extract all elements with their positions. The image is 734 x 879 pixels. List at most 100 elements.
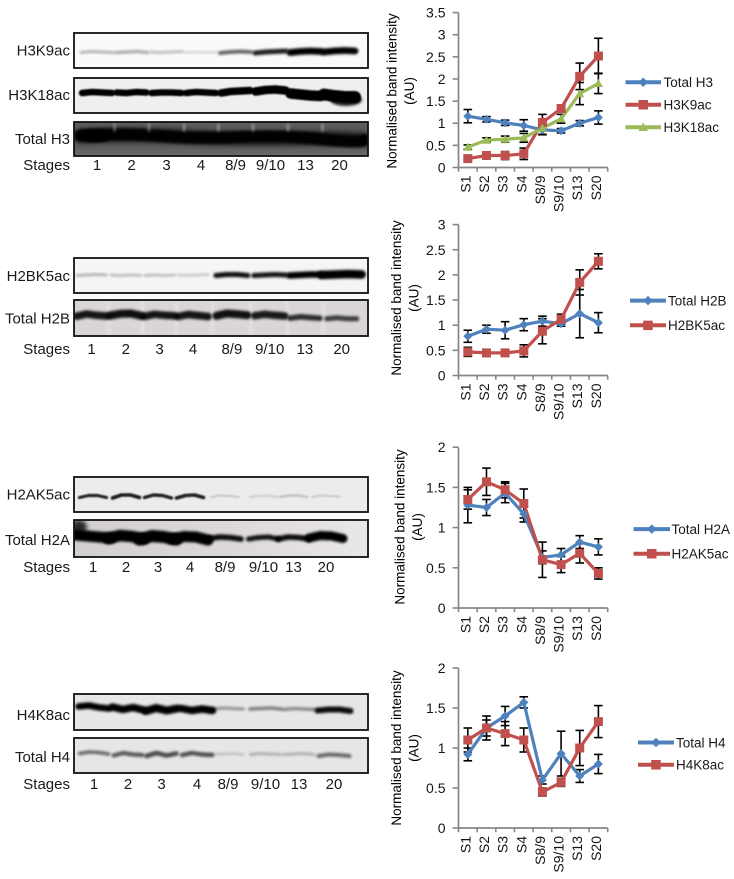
svg-text:Total H4: Total H4 [15, 749, 70, 766]
svg-text:H2AK5ac: H2AK5ac [7, 487, 71, 504]
svg-text:Stages: Stages [23, 559, 70, 576]
svg-text:S9/10: S9/10 [551, 616, 567, 653]
svg-text:0: 0 [438, 820, 446, 836]
svg-text:S4: S4 [513, 616, 529, 633]
svg-text:S13: S13 [569, 616, 585, 641]
svg-text:Total H2B: Total H2B [668, 293, 727, 308]
svg-text:Total H3: Total H3 [15, 131, 70, 148]
svg-text:S1: S1 [457, 175, 473, 192]
svg-text:1.5: 1.5 [426, 700, 446, 716]
svg-text:1: 1 [93, 157, 101, 174]
svg-text:2: 2 [438, 660, 446, 676]
svg-text:H3K9ac: H3K9ac [17, 43, 71, 60]
svg-text:S3: S3 [495, 383, 511, 400]
svg-text:S13: S13 [569, 383, 585, 408]
svg-text:S20: S20 [588, 836, 604, 861]
svg-text:H2BK5ac: H2BK5ac [7, 268, 71, 285]
svg-text:H3K9ac: H3K9ac [664, 98, 712, 113]
svg-text:Total H2A: Total H2A [672, 522, 731, 537]
svg-text:S4: S4 [513, 383, 529, 400]
svg-text:3: 3 [438, 27, 446, 43]
svg-text:0.5: 0.5 [426, 342, 446, 358]
svg-text:S2: S2 [476, 616, 492, 633]
svg-text:0.5: 0.5 [426, 560, 446, 576]
svg-text:8/9: 8/9 [221, 341, 242, 358]
svg-text:H2BK5ac: H2BK5ac [668, 318, 725, 333]
svg-text:0: 0 [438, 368, 446, 384]
svg-text:4: 4 [197, 157, 205, 174]
svg-text:0.5: 0.5 [426, 137, 446, 153]
svg-text:2: 2 [122, 341, 130, 358]
svg-text:0: 0 [438, 600, 446, 616]
svg-text:Stages: Stages [23, 157, 70, 174]
svg-text:S9/10: S9/10 [551, 175, 567, 212]
svg-text:13: 13 [297, 157, 314, 174]
svg-text:Normalised band intensity: Normalised band intensity [385, 13, 400, 169]
svg-text:H4K8ac: H4K8ac [17, 707, 71, 724]
svg-text:4: 4 [189, 341, 197, 358]
svg-text:9/10: 9/10 [251, 776, 280, 793]
svg-text:S9/10: S9/10 [551, 836, 567, 873]
svg-text:H3K18ac: H3K18ac [8, 87, 70, 104]
svg-text:4: 4 [193, 776, 201, 793]
svg-text:9/10: 9/10 [256, 157, 285, 174]
svg-text:S2: S2 [476, 383, 492, 400]
svg-text:1: 1 [438, 520, 446, 536]
svg-text:(AU): (AU) [410, 513, 425, 541]
svg-text:4: 4 [186, 559, 194, 576]
svg-text:H2AK5ac: H2AK5ac [672, 547, 729, 562]
svg-text:Total H4: Total H4 [676, 735, 726, 750]
svg-text:1: 1 [90, 776, 98, 793]
svg-text:2: 2 [438, 439, 446, 455]
svg-text:S4: S4 [513, 836, 529, 853]
svg-text:1.5: 1.5 [426, 479, 446, 495]
svg-text:1: 1 [438, 317, 446, 333]
svg-text:2.5: 2.5 [426, 49, 446, 65]
svg-text:(AU): (AU) [407, 284, 422, 312]
svg-text:Normalised band intensity: Normalised band intensity [389, 670, 404, 826]
svg-text:Normalised band intensity: Normalised band intensity [389, 220, 404, 376]
svg-text:1: 1 [438, 115, 446, 131]
svg-text:13: 13 [291, 776, 308, 793]
svg-text:1.5: 1.5 [426, 292, 446, 308]
svg-text:(AU): (AU) [402, 77, 417, 105]
svg-text:2: 2 [438, 267, 446, 283]
svg-text:S1: S1 [457, 836, 473, 853]
svg-text:3: 3 [154, 559, 162, 576]
svg-text:S1: S1 [457, 616, 473, 633]
svg-text:S13: S13 [569, 175, 585, 200]
svg-text:9/10: 9/10 [255, 341, 284, 358]
svg-text:2.5: 2.5 [426, 242, 446, 258]
svg-text:H4K8ac: H4K8ac [676, 758, 724, 773]
svg-text:0: 0 [438, 160, 446, 176]
svg-text:H3K18ac: H3K18ac [664, 120, 720, 135]
svg-text:S8/9: S8/9 [532, 383, 548, 412]
svg-text:Total H2A: Total H2A [5, 532, 70, 549]
svg-text:1: 1 [438, 740, 446, 756]
svg-text:S13: S13 [569, 836, 585, 861]
svg-text:20: 20 [331, 157, 348, 174]
svg-text:20: 20 [333, 341, 350, 358]
svg-text:0.5: 0.5 [426, 780, 446, 796]
svg-text:3.5: 3.5 [426, 5, 446, 21]
svg-text:3: 3 [157, 776, 165, 793]
svg-text:2: 2 [438, 71, 446, 87]
svg-text:1.5: 1.5 [426, 93, 446, 109]
svg-text:Stages: Stages [23, 341, 70, 358]
svg-text:S20: S20 [588, 383, 604, 408]
svg-text:Stages: Stages [23, 776, 70, 793]
svg-text:1: 1 [89, 559, 97, 576]
svg-text:20: 20 [326, 776, 343, 793]
svg-text:S2: S2 [476, 175, 492, 192]
svg-text:3: 3 [438, 217, 446, 233]
svg-text:S3: S3 [495, 175, 511, 192]
svg-text:S4: S4 [513, 175, 529, 192]
svg-text:13: 13 [285, 559, 302, 576]
svg-text:S8/9: S8/9 [532, 616, 548, 645]
svg-text:13: 13 [297, 341, 314, 358]
svg-text:S20: S20 [588, 616, 604, 641]
svg-text:1: 1 [87, 341, 95, 358]
svg-text:S8/9: S8/9 [532, 836, 548, 865]
svg-text:S9/10: S9/10 [551, 383, 567, 420]
svg-text:2: 2 [122, 559, 130, 576]
